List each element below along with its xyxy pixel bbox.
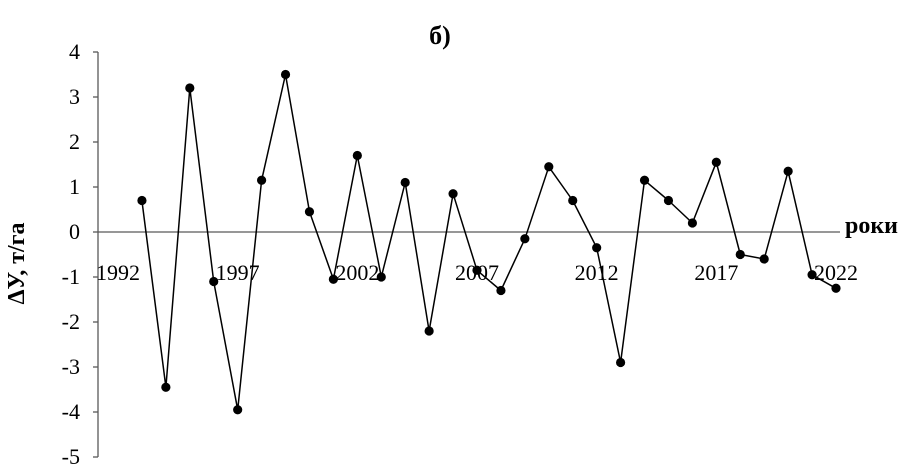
- data-point: [137, 195, 147, 206]
- data-point: [400, 177, 410, 188]
- data-point: [161, 382, 171, 392]
- data-point: [687, 218, 698, 228]
- x-tick-label: 2012: [575, 260, 619, 285]
- y-tick-label: 4: [69, 39, 80, 64]
- y-tick-label: 2: [69, 129, 80, 154]
- data-point: [304, 207, 315, 217]
- data-point: [663, 195, 674, 206]
- data-point: [639, 175, 650, 185]
- data-point: [711, 157, 721, 167]
- x-tick-label: 2002: [335, 260, 379, 285]
- data-point: [472, 265, 482, 275]
- data-point: [568, 195, 578, 206]
- y-tick-label: 1: [69, 174, 80, 199]
- data-point: [807, 270, 817, 280]
- data-point: [759, 254, 769, 264]
- x-tick-label: 2017: [694, 260, 738, 285]
- series-line: [141, 73, 837, 411]
- y-tick-label: -4: [62, 399, 80, 424]
- y-tick-label: -1: [62, 264, 80, 289]
- data-point: [209, 276, 219, 287]
- data-point: [783, 166, 793, 176]
- y-tick-label: -3: [62, 354, 80, 379]
- data-point: [592, 243, 602, 253]
- y-axis-label: ΔУ, т/га: [4, 222, 30, 304]
- x-tick-label: 2022: [814, 260, 858, 285]
- data-point: [233, 405, 243, 415]
- y-tick-label: -2: [62, 309, 80, 334]
- series-line-group: [141, 73, 837, 411]
- data-point: [616, 357, 626, 368]
- y-tick-label: 0: [69, 219, 80, 244]
- data-point: [831, 283, 841, 293]
- data-point: [520, 234, 530, 244]
- data-point: [544, 162, 554, 172]
- data-point: [328, 274, 338, 284]
- y-tick-labels: -5 -4 -3 -2 -1 0 1 2 3 4: [62, 39, 98, 469]
- x-axis-label: роки: [845, 213, 898, 239]
- data-point: [735, 249, 745, 260]
- x-tick-label: 1992: [96, 260, 140, 285]
- data-point: [448, 189, 458, 199]
- y-tick-label: -5: [62, 444, 80, 469]
- data-point: [257, 175, 267, 185]
- data-point: [280, 69, 291, 80]
- data-points: [137, 69, 841, 415]
- data-point: [376, 272, 386, 282]
- data-point: [424, 326, 434, 336]
- chart-title: б): [429, 21, 451, 50]
- y-tick-label: 3: [69, 84, 80, 109]
- data-point: [496, 285, 506, 296]
- data-point: [352, 150, 362, 161]
- data-point: [185, 83, 195, 93]
